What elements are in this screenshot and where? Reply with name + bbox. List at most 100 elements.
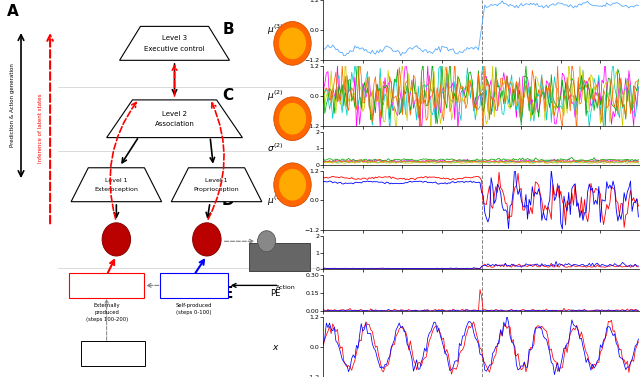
Object xyxy=(339,345,346,349)
Circle shape xyxy=(257,231,276,252)
Hand xyxy=(319,342,327,346)
Text: Exteroception: Exteroception xyxy=(95,187,138,192)
Extero xyxy=(332,175,340,179)
Circle shape xyxy=(279,28,306,59)
Text: $\mu^{(2)}$: $\mu^{(2)}$ xyxy=(268,89,284,103)
Text: D: D xyxy=(222,193,234,208)
Proprio xyxy=(378,180,386,184)
Text: Prediction & Action generation: Prediction & Action generation xyxy=(10,64,15,147)
Proprio xyxy=(403,181,411,185)
Text: (steps 0-100): (steps 0-100) xyxy=(176,310,212,315)
Text: $z^{(2)}$: $z^{(2)}$ xyxy=(285,113,300,125)
Line: Object: Object xyxy=(323,320,639,374)
Text: controller: controller xyxy=(264,259,294,265)
Object xyxy=(378,368,386,372)
Text: $\mu^{(3)}$: $\mu^{(3)}$ xyxy=(268,23,284,37)
Text: PE: PE xyxy=(271,289,281,298)
Proprio xyxy=(405,309,413,313)
Object xyxy=(447,372,455,376)
Text: Proprioception: Proprioception xyxy=(194,187,239,192)
Proprio xyxy=(319,179,327,184)
Hand xyxy=(339,357,346,362)
Circle shape xyxy=(274,163,311,207)
Extero xyxy=(635,204,640,208)
Polygon shape xyxy=(120,26,230,60)
Circle shape xyxy=(279,169,306,201)
Extero xyxy=(339,175,346,179)
Proprio xyxy=(319,309,327,313)
Line: Hand: Hand xyxy=(323,316,639,375)
Text: Object position: Object position xyxy=(83,283,131,288)
Object xyxy=(622,362,630,367)
Text: $x$: $x$ xyxy=(272,343,280,351)
Proprio xyxy=(384,307,392,312)
Extero xyxy=(622,308,630,313)
Text: Level 1: Level 1 xyxy=(205,178,228,183)
Hand xyxy=(378,365,386,369)
Hand xyxy=(635,337,640,341)
Hand xyxy=(403,342,411,347)
Extero xyxy=(378,175,386,180)
Text: −: − xyxy=(110,230,123,245)
Text: $z^{(3)}$: $z^{(3)}$ xyxy=(285,37,300,49)
Extero xyxy=(622,213,630,217)
Extero xyxy=(339,308,346,312)
Text: Externally: Externally xyxy=(93,303,120,308)
Hand xyxy=(611,332,618,336)
Hand xyxy=(332,339,340,343)
Text: Executive control: Executive control xyxy=(144,46,205,52)
Line: Proprio: Proprio xyxy=(323,310,639,311)
Circle shape xyxy=(102,223,131,256)
FancyBboxPatch shape xyxy=(249,243,310,271)
Extero xyxy=(609,186,617,191)
Extero xyxy=(403,177,411,181)
Extero xyxy=(378,309,386,313)
Extero xyxy=(426,309,433,313)
Text: (steps 100-200): (steps 100-200) xyxy=(86,317,128,322)
Text: −: − xyxy=(262,235,271,245)
Proprio xyxy=(492,309,500,313)
Text: Association: Association xyxy=(155,121,195,127)
Text: $\mu^{(1)}$: $\mu^{(1)}$ xyxy=(268,193,284,208)
Proprio xyxy=(332,180,340,184)
Proprio xyxy=(339,308,346,313)
Proprio xyxy=(622,199,630,203)
Proprio xyxy=(611,308,618,313)
Text: Level 3: Level 3 xyxy=(162,35,187,41)
Proprio xyxy=(511,160,518,164)
Text: Joint angles: Joint angles xyxy=(175,283,212,288)
FancyBboxPatch shape xyxy=(160,273,228,298)
Text: Level 1: Level 1 xyxy=(105,178,127,183)
Extero xyxy=(611,308,618,313)
Line: Proprio: Proprio xyxy=(323,162,639,229)
Text: Level 2: Level 2 xyxy=(162,111,187,117)
Line: Extero: Extero xyxy=(323,172,639,227)
Line: Extero: Extero xyxy=(323,290,639,311)
Text: $\sigma^{(2)}$: $\sigma^{(2)}$ xyxy=(268,142,284,154)
Polygon shape xyxy=(71,168,161,202)
Polygon shape xyxy=(107,100,243,138)
Text: A: A xyxy=(6,4,18,19)
Object xyxy=(332,329,340,334)
Text: PID: PID xyxy=(275,253,285,258)
Proprio xyxy=(339,182,346,186)
Proprio xyxy=(635,309,640,313)
Text: produced: produced xyxy=(94,310,119,315)
Extero xyxy=(319,175,327,179)
FancyBboxPatch shape xyxy=(70,273,144,298)
Text: Test data: Test data xyxy=(99,351,127,356)
Extero xyxy=(495,170,503,175)
Hand xyxy=(622,367,630,372)
Proprio xyxy=(378,308,386,313)
Text: E: E xyxy=(223,286,234,301)
Object xyxy=(635,339,640,344)
Circle shape xyxy=(274,97,311,141)
Proprio xyxy=(559,227,566,231)
Extero xyxy=(319,307,327,312)
Text: Action: Action xyxy=(276,285,296,290)
Hand xyxy=(503,313,511,318)
Polygon shape xyxy=(172,168,262,202)
Extero xyxy=(332,308,340,313)
Circle shape xyxy=(193,223,221,256)
Object xyxy=(611,328,618,333)
